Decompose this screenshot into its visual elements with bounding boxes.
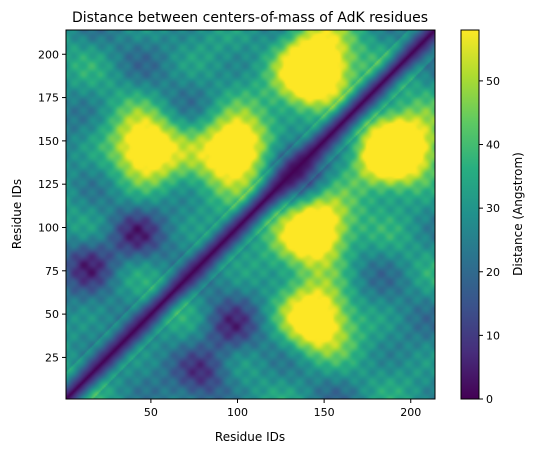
y-tick-label: 50 bbox=[45, 308, 59, 321]
chart-title: Distance between centers-of-mass of AdK … bbox=[72, 10, 428, 26]
x-tick-label: 150 bbox=[314, 406, 335, 419]
y-axis-ticks: 25 50 75 100 125 150 175 200 bbox=[38, 48, 66, 364]
y-tick-label: 150 bbox=[38, 135, 59, 148]
colorbar-tick-label: 50 bbox=[486, 75, 500, 88]
colorbar-ticks: 0 10 20 30 40 50 bbox=[479, 75, 500, 406]
y-axis-label: Residue IDs bbox=[10, 179, 24, 249]
y-tick-label: 75 bbox=[45, 265, 59, 278]
colorbar-label: Distance (Angstrom) bbox=[511, 152, 525, 276]
y-tick-label: 175 bbox=[38, 92, 59, 105]
x-axis-ticks: 50 100 150 200 bbox=[144, 399, 421, 419]
colorbar: 0 10 20 30 40 50 Distance (Angstrom) bbox=[460, 29, 525, 406]
x-axis-label: Residue IDs bbox=[215, 430, 285, 444]
colorbar-tick-label: 10 bbox=[486, 329, 500, 342]
heatmap-image bbox=[66, 30, 435, 399]
x-tick-label: 100 bbox=[227, 406, 248, 419]
plot-frame bbox=[65, 29, 436, 400]
colorbar-tick-label: 20 bbox=[486, 266, 500, 279]
x-tick-label: 200 bbox=[400, 406, 421, 419]
x-tick-label: 50 bbox=[144, 406, 158, 419]
y-tick-label: 25 bbox=[45, 351, 59, 364]
y-tick-label: 125 bbox=[38, 178, 59, 191]
heatmap-area bbox=[65, 29, 436, 400]
colorbar-tick-label: 30 bbox=[486, 202, 500, 215]
y-tick-label: 100 bbox=[38, 221, 59, 234]
colorbar-tick-label: 40 bbox=[486, 139, 500, 152]
y-tick-label: 200 bbox=[38, 48, 59, 61]
colorbar-gradient bbox=[460, 29, 480, 400]
colorbar-tick-label: 0 bbox=[486, 393, 493, 406]
